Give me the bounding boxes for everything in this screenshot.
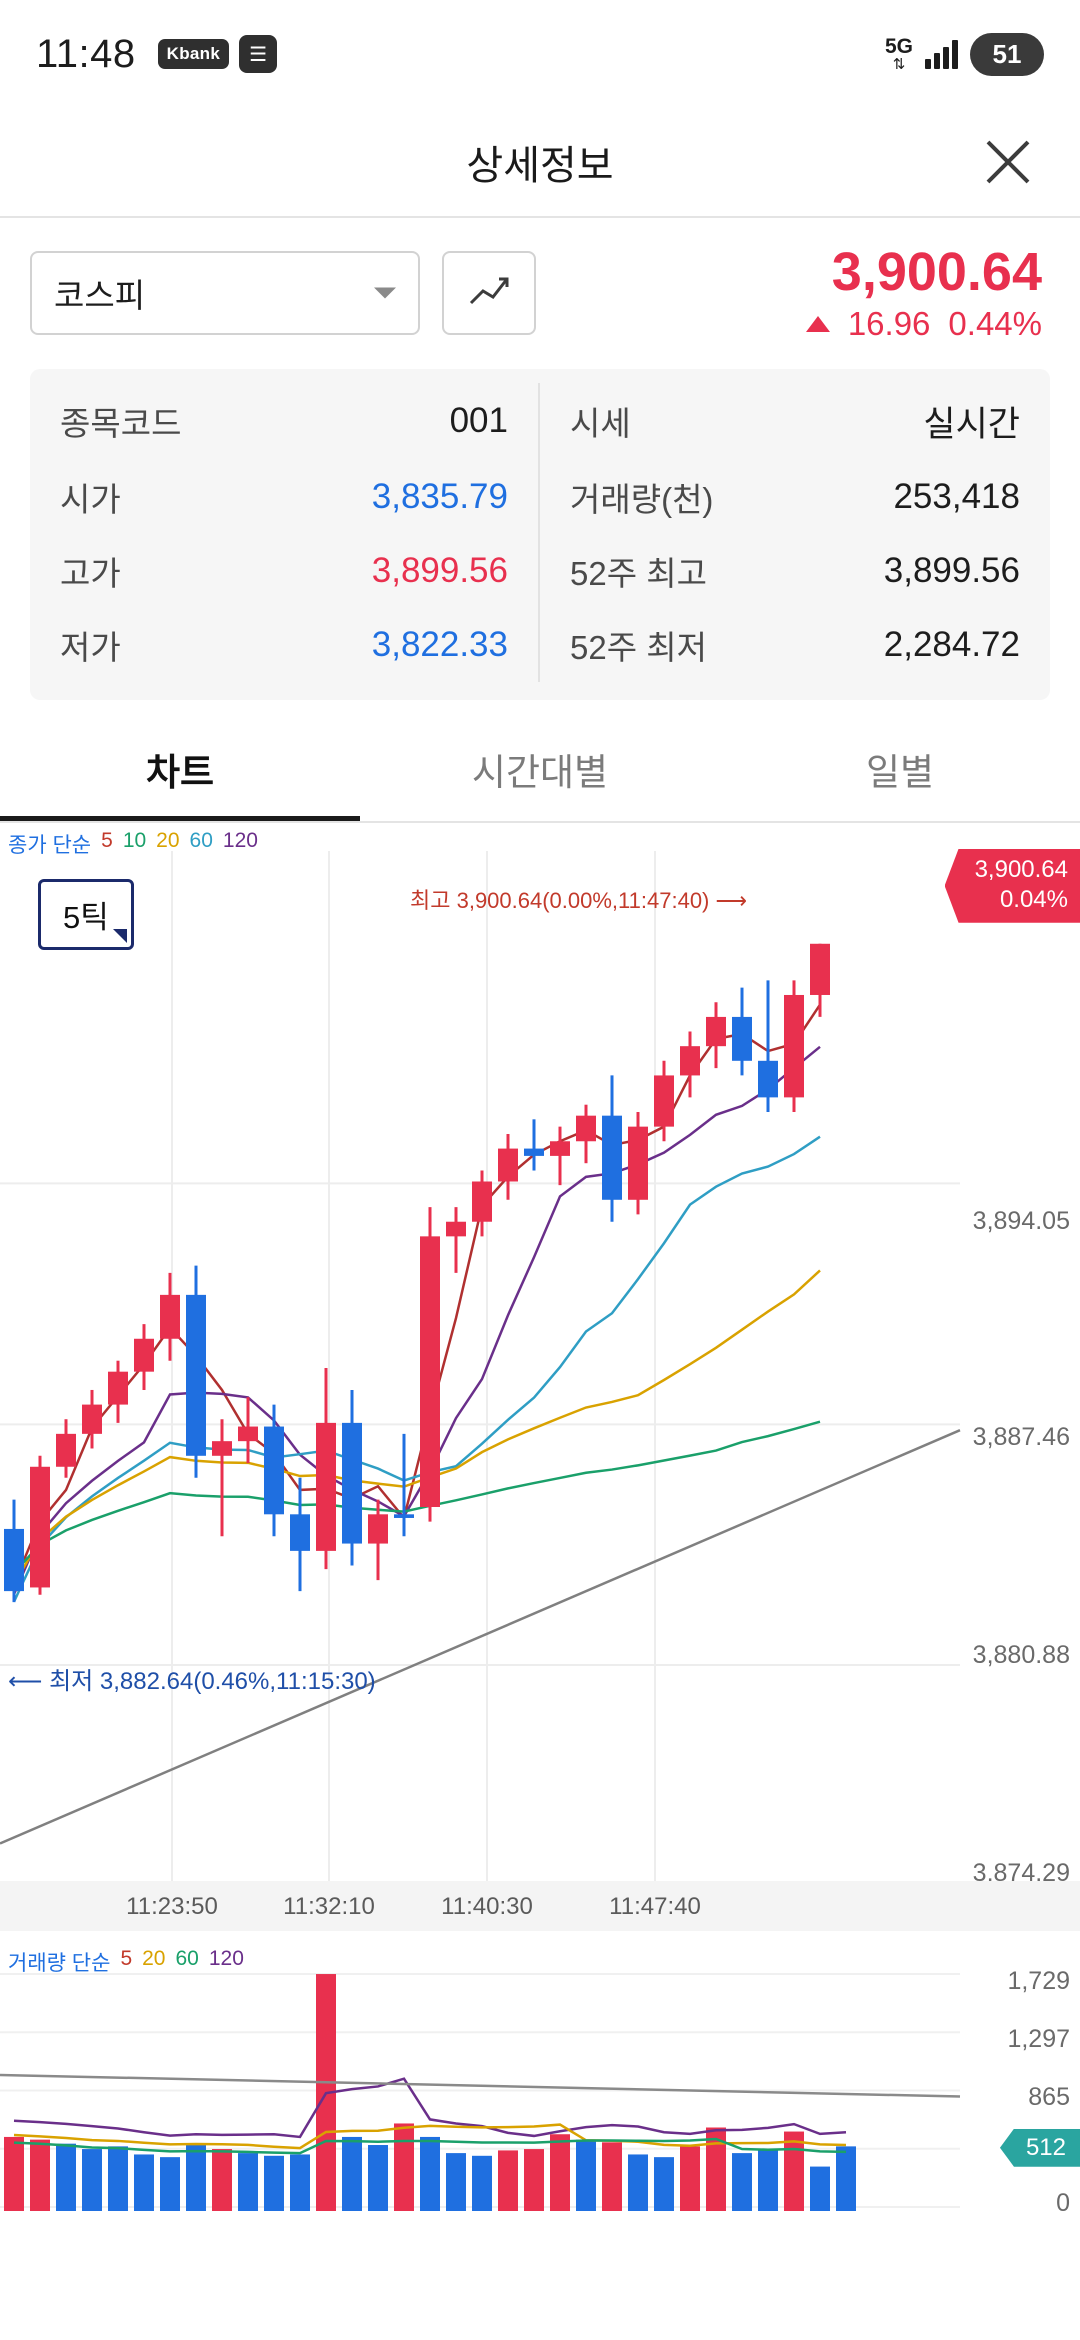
tab-time-series[interactable]: 시간대별 [471,751,609,793]
time-tick-1: 11:23:50 [126,1892,218,1920]
tick-interval-selector[interactable]: 5틱 [38,878,134,950]
legend-ma60: 60 [189,828,213,852]
info-label: 저가 [60,628,121,666]
low-annotation: ⟵ 최저 3,882.64(0.46%,11:15:30) [8,1661,376,1696]
info-row-volume: 거래량(천) 253,418 [540,460,1050,534]
document-icon: ☰ [239,35,278,73]
price-chart-canvas [0,850,961,1911]
last-price-pct: 0.04% [999,885,1068,913]
info-row-jongmokcode: 종목코드 001 [30,382,540,460]
info-row-sise: 시세 실시간 [540,383,1050,460]
network-5g-icon: 5G ⇅ [885,36,913,72]
status-time: 11:48 [36,31,136,76]
info-label: 고가 [60,554,121,592]
info-value: 실시간 [923,404,1020,444]
arrow-left-icon: ⟵ [8,1667,50,1695]
last-price-tag: 3,900.64 0.04% [944,848,1080,923]
legend-title: 종가 단순 [8,833,92,857]
network-label: 5G [884,35,913,58]
last-price-value: 3,900.64 [974,855,1068,883]
legend-ma10: 10 [122,828,147,852]
volume-tick-1: 1,729 [1007,1966,1070,1995]
info-row-siga: 시가 3,835.79 [30,459,540,534]
info-label: 거래량(천) [570,480,714,518]
legend-ma120: 120 [222,828,258,852]
network-arrows-icon: ⇅ [892,56,906,73]
info-label: 52주 최저 [570,628,707,666]
volume-current-tag: 512 [999,2128,1080,2167]
page-title: 상세정보 [466,144,614,188]
tab-daily[interactable]: 일별 [865,751,935,793]
info-value: 253,418 [893,476,1020,516]
time-tick-4: 11:47:40 [609,1892,701,1920]
legend-ma20: 20 [156,828,180,852]
info-label: 시세 [570,405,631,443]
volume-legend-ma120: 120 [208,1946,244,1970]
price-tick-2: 3,887.46 [972,1422,1070,1451]
signal-bars-icon [925,39,958,69]
volume-chart-panel[interactable]: 거래량 단순 5 20 60 120 1,729 1,297 865 432 0… [0,1943,1080,2217]
tab-chart[interactable]: 차트 [0,720,360,821]
low-annotation-text: 최저 3,882.64(0.46%,11:15:30) [49,1667,376,1695]
info-row-goga: 고가 3,899.56 [30,533,540,608]
info-value: 2,284.72 [883,624,1020,664]
price-tick-3: 3,880.88 [972,1640,1070,1669]
triangle-up-icon [805,315,830,332]
index-change-pct: 0.44% [948,304,1042,342]
index-change: 16.96 [847,304,931,342]
price-tick-1: 3,894.05 [972,1206,1070,1235]
volume-legend-title: 거래량 단순 [8,1951,111,1975]
price-chart-legend: 종가 단순 5 10 20 60 120 [8,829,258,859]
info-row-52w-low: 52주 최저 2,284.72 [540,608,1050,682]
page-header: 상세정보 [0,108,1080,216]
volume-tick-5: 0 [1056,2188,1070,2217]
time-tick-3: 11:40:30 [441,1892,533,1920]
close-icon[interactable] [980,134,1036,190]
header-divider [0,216,1080,218]
index-price: 3,900.64 [831,242,1042,302]
status-bar: 11:48 Kbank ☰ 5G ⇅ 51 [0,0,1080,108]
volume-chart-legend: 거래량 단순 5 20 60 120 [8,1947,244,1977]
volume-chart-canvas [0,1972,961,2211]
quote-block: 3,900.64 16.96 0.44% [805,242,1050,343]
arrow-right-icon: ⟶ [715,887,748,913]
volume-tick-2: 1,297 [1007,2024,1070,2053]
info-value: 001 [449,401,508,441]
price-chart-panel[interactable]: 종가 단순 5 10 20 60 120 5틱 3,894.05 3,887.4… [0,823,1080,1943]
info-row-52w-high: 52주 최고 3,899.56 [540,534,1050,608]
info-value: 3,822.33 [371,624,508,664]
info-label: 종목코드 [60,405,182,443]
volume-tick-3: 865 [1028,2082,1070,2111]
line-chart-icon-button[interactable] [442,251,536,336]
time-axis-strip: 11:23:50 11:32:10 11:40:30 11:47:40 [0,1880,1080,1931]
volume-legend-ma60: 60 [175,1946,199,1970]
index-selector-row: 코스피 3,900.64 16.96 0.44% [0,218,1080,361]
tab-bar: 차트 시간대별 일별 [0,720,1080,823]
info-value: 3,899.56 [883,550,1020,590]
info-value: 3,899.56 [371,550,508,590]
high-annotation: 최고 3,900.64(0.00%,11:47:40) ⟶ [410,883,747,915]
volume-legend-ma20: 20 [142,1946,166,1970]
status-notification-icons: Kbank ☰ [157,35,278,73]
chevron-down-icon [374,287,396,299]
quote-info-card: 종목코드 001 시세 실시간 시가 3,835.79 거래량(천) 253,4… [30,368,1050,700]
info-label: 52주 최고 [570,554,707,592]
high-annotation-text: 최고 3,900.64(0.00%,11:47:40) [410,887,710,913]
legend-ma5: 5 [101,828,113,852]
volume-legend-ma5: 5 [120,1946,133,1970]
battery-indicator: 51 [970,32,1044,76]
time-tick-2: 11:32:10 [283,1892,375,1920]
index-select-label: 코스피 [54,277,146,315]
info-label: 시가 [60,480,121,518]
info-row-jeoga: 저가 3,822.33 [30,607,540,682]
info-value: 3,835.79 [371,476,508,516]
kbank-icon: Kbank [157,39,230,69]
index-select[interactable]: 코스피 [30,251,420,336]
status-right-cluster: 5G ⇅ 51 [885,32,1044,76]
